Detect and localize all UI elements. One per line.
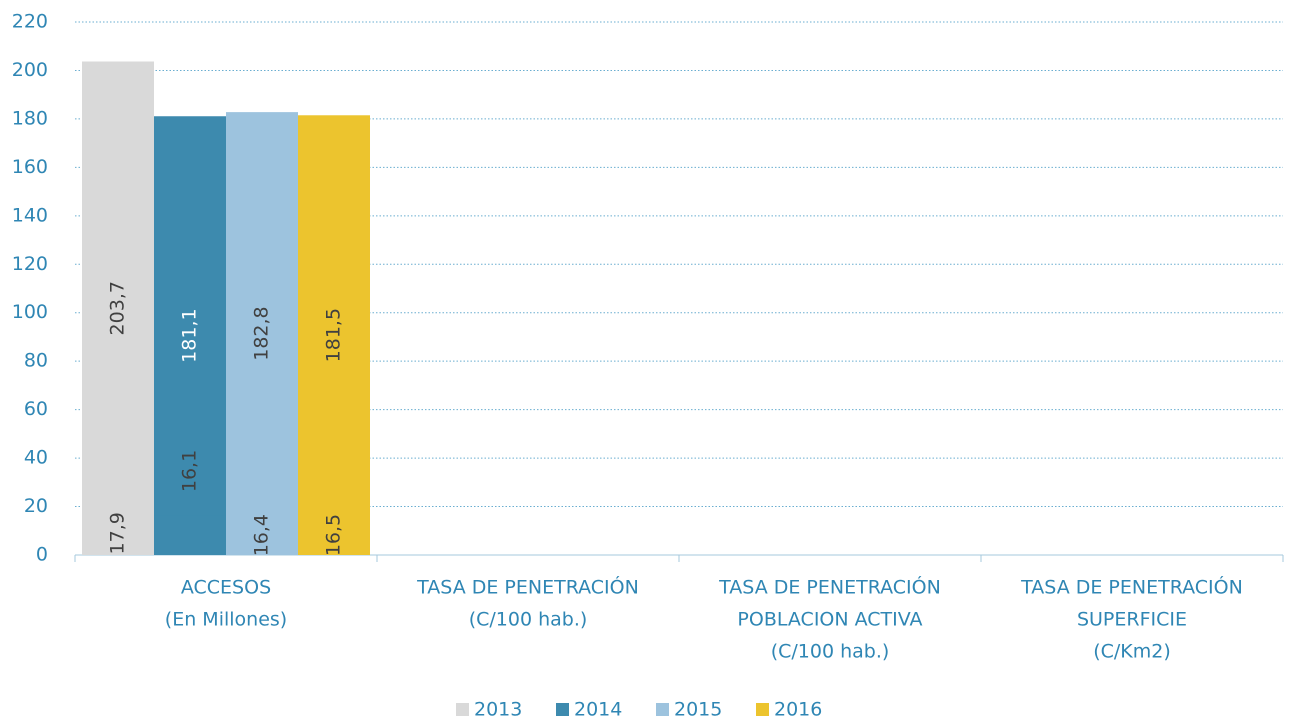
y-tick-label: 20: [24, 495, 48, 517]
data-label: 181,5: [323, 308, 345, 362]
bar: [226, 112, 298, 555]
legend-label: 2015: [674, 699, 722, 721]
bar: [226, 515, 298, 555]
y-tick-label: 40: [24, 447, 48, 469]
y-tick-label: 180: [12, 107, 48, 129]
y-tick-label: 60: [24, 398, 48, 420]
legend-swatch: [656, 703, 669, 716]
y-tick-label: 140: [12, 204, 48, 226]
legend-label: 2014: [574, 699, 622, 721]
data-label: 16,1: [179, 450, 201, 492]
x-tick-label: (En Millones): [165, 609, 287, 631]
bar: [298, 115, 370, 556]
bar: [82, 511, 154, 555]
y-tick-label: 80: [24, 350, 48, 372]
data-label: 16,4: [251, 514, 273, 556]
legend-swatch: [456, 703, 469, 716]
data-label: 182,8: [251, 306, 273, 360]
y-tick-label: 160: [12, 156, 48, 178]
x-tick-label: (C/100 hab.): [771, 641, 890, 663]
data-label: 17,9: [107, 512, 129, 554]
bar: [154, 116, 226, 556]
y-tick-label: 100: [12, 301, 48, 323]
data-label: 16,5: [323, 514, 345, 556]
y-tick-label: 220: [12, 11, 48, 33]
x-tick-label: ACCESOS: [181, 577, 271, 599]
legend-label: 2013: [474, 699, 522, 721]
x-tick-label: TASA DE PENETRACIÓN: [718, 575, 941, 599]
x-tick-label: SUPERFICIE: [1077, 609, 1187, 631]
data-label: 181,1: [179, 308, 201, 362]
y-tick-label: 120: [12, 253, 48, 275]
bar: [298, 515, 370, 555]
x-tick-label: (C/100 hab.): [469, 609, 588, 631]
y-tick-label: 0: [36, 544, 48, 566]
x-tick-label: POBLACION ACTIVA: [737, 609, 922, 631]
legend-swatch: [756, 703, 769, 716]
x-tick-label: (C/Km2): [1093, 641, 1171, 663]
bar: [82, 61, 154, 556]
data-label: 203,7: [107, 281, 129, 335]
x-tick-label: TASA DE PENETRACIÓN: [416, 575, 639, 599]
legend-swatch: [556, 703, 569, 716]
x-tick-label: TASA DE PENETRACIÓN: [1020, 575, 1243, 599]
bar: [154, 515, 226, 555]
y-tick-label: 200: [12, 59, 48, 81]
legend-label: 2016: [774, 699, 822, 721]
